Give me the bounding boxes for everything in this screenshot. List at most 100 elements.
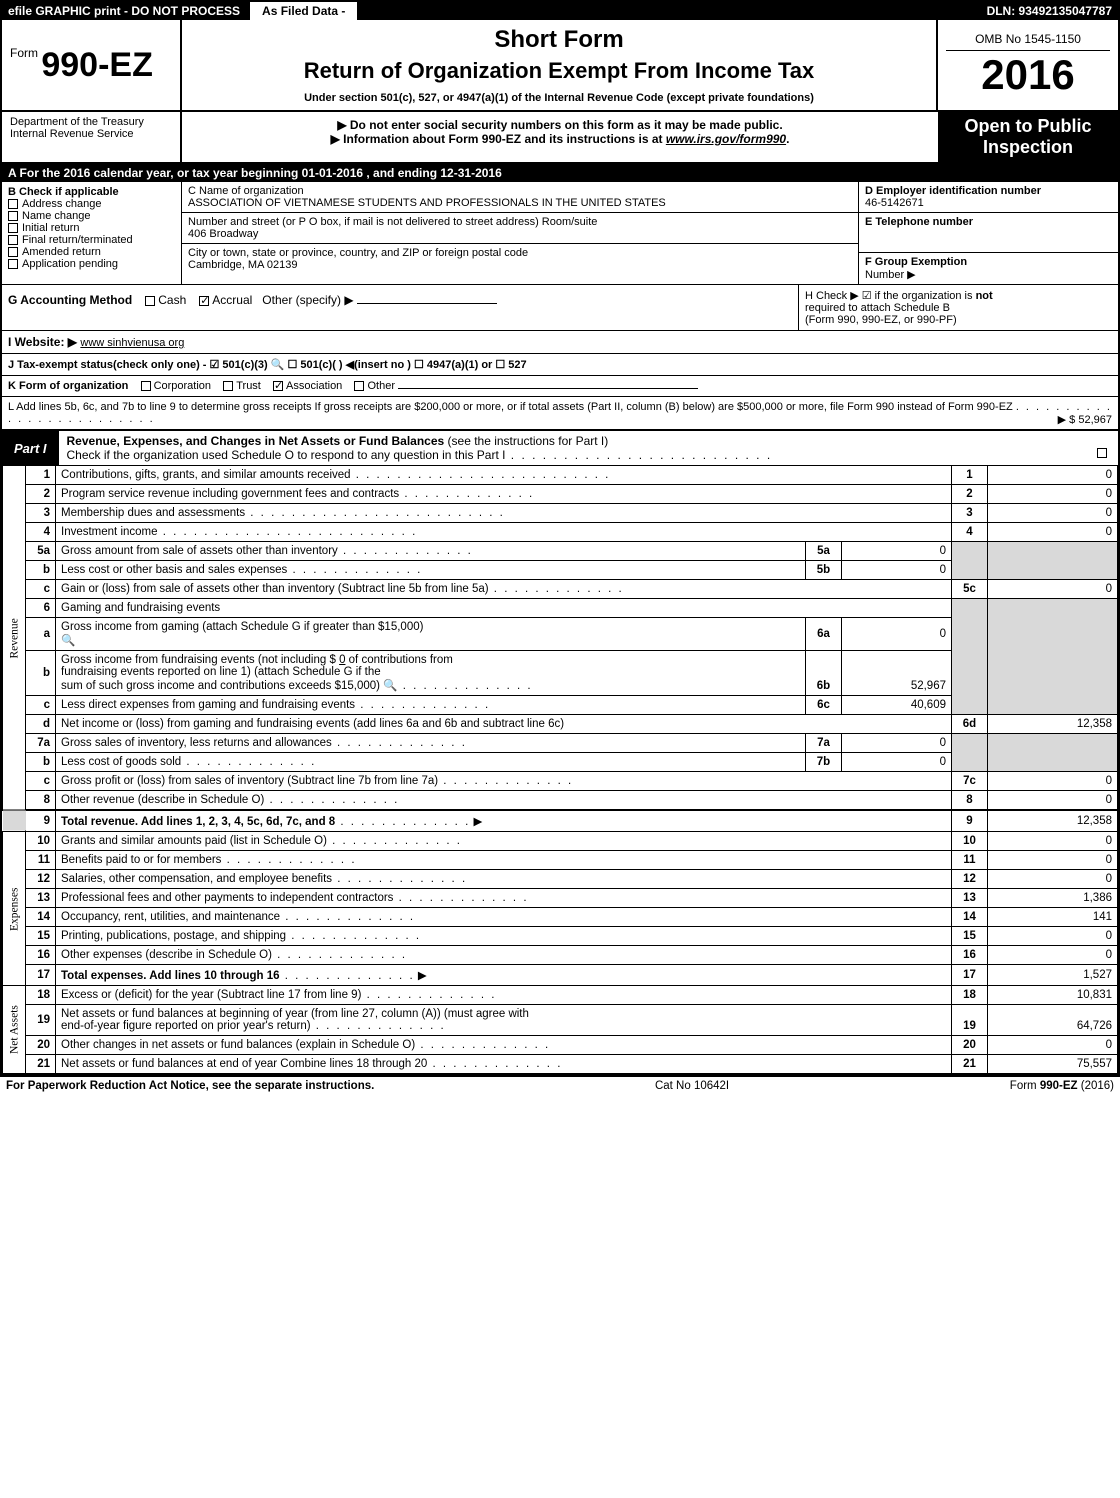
l6a-mval: 0 [842, 618, 952, 651]
l11-num: 11 [26, 851, 56, 870]
irs-link[interactable]: www.irs.gov/form990 [666, 132, 786, 146]
l2-desc: Program service revenue including govern… [56, 485, 952, 504]
part1-check-note: Check if the organization used Schedule … [67, 448, 506, 462]
line-16: 16 Other expenses (describe in Schedule … [3, 946, 1118, 965]
k-opt-trust: Trust [236, 380, 261, 392]
k-other-input[interactable] [398, 388, 698, 389]
j-tax-exempt: J Tax-exempt status(check only one) - ☑ … [8, 359, 527, 371]
line-7c: c Gross profit or (loss) from sales of i… [3, 772, 1118, 791]
g-accrual-check[interactable] [199, 296, 209, 306]
k-opt-assoc: Association [286, 380, 342, 392]
b-opt-initial[interactable]: Initial return [8, 222, 175, 234]
notes-box: ▶ Do not enter social security numbers o… [182, 112, 938, 162]
l11-desc: Benefits paid to or for members [56, 851, 952, 870]
l14-colnum: 14 [952, 908, 988, 927]
l5a-num: 5a [26, 542, 56, 561]
part1-title: Revenue, Expenses, and Changes in Net As… [59, 431, 1118, 465]
l2-num: 2 [26, 485, 56, 504]
l15-num: 15 [26, 927, 56, 946]
l10-desc: Grants and similar amounts paid (list in… [56, 832, 952, 851]
l4-val: 0 [988, 523, 1118, 542]
l5c-colnum: 5c [952, 580, 988, 599]
dept-box: Department of the Treasury Internal Reve… [2, 112, 182, 162]
c-addr-row: Number and street (or P O box, if mail i… [182, 213, 858, 244]
as-filed-data: As Filed Data - [250, 2, 357, 20]
l13-colnum: 13 [952, 889, 988, 908]
l13-num: 13 [26, 889, 56, 908]
l1-colnum: 1 [952, 466, 988, 485]
line-7b: b Less cost of goods sold 7b 0 [3, 753, 1118, 772]
b-opt-amended[interactable]: Amended return [8, 246, 175, 258]
l20-num: 20 [26, 1036, 56, 1055]
b-opt-1: Name change [22, 210, 91, 222]
part1-schedule-o-check[interactable] [1097, 448, 1107, 458]
l7b-mid: 7b [806, 753, 842, 772]
d-row: D Employer identification number 46-5142… [859, 182, 1118, 213]
g-cash-check[interactable] [145, 296, 155, 306]
line-10: Expenses 10 Grants and similar amounts p… [3, 832, 1118, 851]
l18-num: 18 [26, 986, 56, 1005]
header-row2: Department of the Treasury Internal Reve… [2, 112, 1118, 164]
row-gh: G Accounting Method Cash Accrual Other (… [2, 284, 1118, 331]
l6a-desc: Gross income from gaming (attach Schedul… [56, 618, 806, 651]
l10-colnum: 10 [952, 832, 988, 851]
website-url[interactable]: www sinhvienusa org [80, 337, 184, 349]
short-form-label: Short Form [190, 26, 928, 54]
l21-val: 75,557 [988, 1055, 1118, 1074]
form-header: Form 990-EZ Short Form Return of Organiz… [2, 20, 1118, 112]
e-label: E Telephone number [865, 216, 1112, 228]
b-opt-address[interactable]: Address change [8, 198, 175, 210]
omb-year-box: OMB No 1545-1150 2016 [938, 20, 1118, 110]
org-city: Cambridge, MA 02139 [188, 259, 852, 271]
part1-label: Part I [2, 438, 59, 459]
omb-number: OMB No 1545-1150 [946, 32, 1110, 51]
footer-mid: Cat No 10642I [655, 1080, 729, 1092]
b-opt-final[interactable]: Final return/terminated [8, 234, 175, 246]
l3-val: 0 [988, 504, 1118, 523]
b-opt-pending[interactable]: Application pending [8, 258, 175, 270]
footer: For Paperwork Reduction Act Notice, see … [0, 1076, 1120, 1095]
section-a-strip: A For the 2016 calendar year, or tax yea… [2, 164, 1118, 182]
g-cash: Cash [158, 293, 186, 307]
l17-val: 1,527 [988, 965, 1118, 986]
line-5b: b Less cost or other basis and sales exp… [3, 561, 1118, 580]
col-b: B Check if applicable Address change Nam… [2, 182, 182, 284]
d-label: D Employer identification number [865, 185, 1112, 197]
return-title: Return of Organization Exempt From Incom… [190, 58, 928, 84]
b-opt-2: Initial return [22, 222, 79, 234]
l5a-mval: 0 [842, 542, 952, 561]
col-c: C Name of organization ASSOCIATION OF VI… [182, 182, 858, 284]
l18-desc: Excess or (deficit) for the year (Subtra… [56, 986, 952, 1005]
line-19: 19 Net assets or fund balances at beginn… [3, 1005, 1118, 1036]
b-label: B Check if applicable [8, 186, 175, 198]
l21-num: 21 [26, 1055, 56, 1074]
line-5c: c Gain or (loss) from sale of assets oth… [3, 580, 1118, 599]
k-opt-other: Other [367, 380, 395, 392]
k-corp-check[interactable] [141, 381, 151, 391]
k-trust-check[interactable] [223, 381, 233, 391]
l7-shade-val [988, 734, 1118, 772]
row-k: K Form of organization Corporation Trust… [2, 376, 1118, 397]
line-17: 17 Total expenses. Add lines 10 through … [3, 965, 1118, 986]
k-other-check[interactable] [354, 381, 364, 391]
k-assoc-check[interactable] [273, 381, 283, 391]
l17-num: 17 [26, 965, 56, 986]
l2-val: 0 [988, 485, 1118, 504]
g-accounting: G Accounting Method Cash Accrual Other (… [2, 285, 798, 330]
line-2: 2 Program service revenue including gove… [3, 485, 1118, 504]
form-number-box: Form 990-EZ [2, 20, 182, 110]
l21-desc: Net assets or fund balances at end of ye… [56, 1055, 952, 1074]
line-21: 21 Net assets or fund balances at end of… [3, 1055, 1118, 1074]
b-opt-name[interactable]: Name change [8, 210, 175, 222]
g-other-input[interactable] [357, 303, 497, 304]
l6-desc: Gaming and fundraising events [56, 599, 952, 618]
l5b-mval: 0 [842, 561, 952, 580]
l7b-num: b [26, 753, 56, 772]
line-9: 9 Total revenue. Add lines 1, 2, 3, 4, 5… [3, 810, 1118, 832]
l7a-mval: 0 [842, 734, 952, 753]
g-label: G Accounting Method [8, 293, 132, 307]
l3-num: 3 [26, 504, 56, 523]
note-ssn: ▶ Do not enter social security numbers o… [188, 118, 932, 132]
part1-title-rest: (see the instructions for Part I) [444, 434, 608, 448]
line-1: Revenue 1 Contributions, gifts, grants, … [3, 466, 1118, 485]
